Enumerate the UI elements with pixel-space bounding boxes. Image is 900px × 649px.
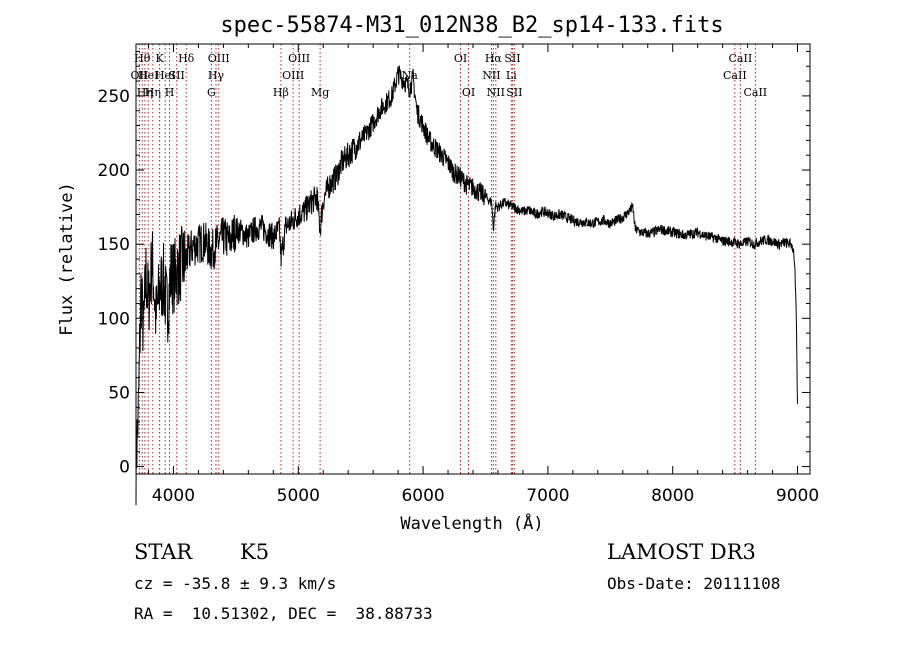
line-marker-label-15: OIII — [288, 52, 310, 65]
coordinates: RA = 10.51302, DEC = 38.88733 — [134, 604, 433, 623]
line-marker-label-4: Hη — [145, 86, 161, 99]
y-axis-label: Flux (relative) — [57, 182, 77, 336]
line-marker-label-12: OIII — [208, 52, 230, 65]
y-tick-label: 200 — [98, 161, 130, 181]
x-axis-ticks: 4000 5000 6000 7000 8000 9000 — [147, 44, 819, 506]
line-marker-label-13: Hβ — [273, 86, 289, 99]
line-marker-label-21: Hα — [485, 52, 503, 65]
line-marker-label-20: NII — [482, 69, 500, 82]
x-tick-label: 7000 — [526, 486, 569, 506]
spectral-line-labels: OIIHθHηHeIHηKHeIHSIIHδGHγOIIIHβOIIIOIIIM… — [131, 52, 768, 99]
y-tick-label: 250 — [98, 87, 130, 107]
object-subclass: K5 — [240, 540, 270, 564]
x-axis-label: Wavelength (Å) — [400, 512, 543, 534]
spectrum-line-0 — [135, 65, 798, 506]
spectrum-series — [135, 65, 798, 506]
line-marker-label-17: Na — [402, 69, 419, 82]
line-marker-label-11: Hγ — [208, 69, 225, 82]
line-marker-label-28: CaII — [743, 86, 767, 99]
y-tick-label: 50 — [108, 383, 130, 403]
line-marker-label-10: G — [207, 86, 216, 99]
spectral-line-markers — [138, 44, 756, 474]
line-marker-label-19: OI — [462, 86, 475, 99]
line-marker-label-3: HeI — [138, 69, 158, 82]
line-marker-label-6: HeI — [155, 69, 175, 82]
line-marker-label-23: Li — [506, 69, 517, 82]
line-marker-label-7: H — [165, 86, 175, 99]
line-marker-label-24: SII — [504, 52, 520, 65]
observation-date: Obs-Date: 20111108 — [607, 574, 781, 593]
y-tick-label: 150 — [98, 235, 130, 255]
line-marker-label-9: Hδ — [178, 52, 195, 65]
line-marker-label-5: K — [155, 52, 164, 65]
line-marker-label-1: Hθ — [134, 52, 151, 65]
x-tick-label: 8000 — [651, 486, 694, 506]
x-tick-label: 9000 — [776, 486, 819, 506]
y-tick-label: 100 — [98, 309, 130, 329]
survey-name: LAMOST DR3 — [607, 540, 756, 564]
object-class: STAR — [134, 540, 193, 564]
line-marker-label-18: OI — [454, 52, 467, 65]
x-tick-label: 5000 — [277, 486, 320, 506]
x-tick-label: 4000 — [152, 486, 195, 506]
redshift-cz: cz = -35.8 ± 9.3 km/s — [134, 574, 337, 593]
line-marker-label-14: OIII — [282, 69, 304, 82]
x-tick-label: 6000 — [401, 486, 444, 506]
y-tick-label: 0 — [119, 458, 130, 478]
line-marker-label-8: SII — [169, 69, 185, 82]
plot-frame — [135, 43, 811, 475]
y-axis-ticks: 0 50 100 150 200 250 — [98, 50, 810, 478]
line-marker-label-0: OII — [131, 69, 149, 82]
line-marker-label-27: CaII — [729, 52, 753, 65]
line-marker-label-25: SII — [506, 86, 522, 99]
chart-title: spec-55874-M31_012N38_B2_sp14-133.fits — [220, 13, 723, 38]
line-marker-label-22: NII — [487, 86, 505, 99]
line-marker-label-16: Mg — [311, 86, 329, 99]
line-marker-label-26: CaII — [723, 69, 747, 82]
